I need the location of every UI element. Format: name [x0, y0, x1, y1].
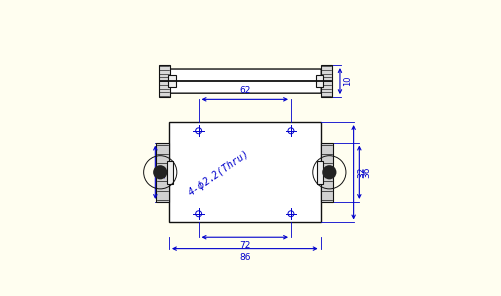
Bar	[316, 75, 324, 87]
Text: 32: 32	[357, 167, 366, 178]
Text: 29: 29	[159, 167, 168, 178]
Bar	[156, 143, 169, 202]
Text: 62: 62	[239, 86, 250, 95]
Text: 72: 72	[239, 241, 250, 250]
FancyBboxPatch shape	[169, 69, 321, 93]
Text: 86: 86	[239, 253, 250, 262]
Circle shape	[322, 165, 337, 179]
Text: 4-$\phi$2.2(Thru): 4-$\phi$2.2(Thru)	[185, 147, 251, 200]
Bar	[321, 143, 333, 202]
Bar	[168, 75, 176, 87]
Text: 10: 10	[343, 76, 352, 86]
Circle shape	[153, 165, 167, 179]
Bar	[317, 161, 323, 184]
Bar	[321, 65, 332, 97]
Bar	[169, 122, 321, 222]
Bar	[159, 65, 170, 97]
Bar	[166, 161, 172, 184]
Text: 36: 36	[363, 167, 372, 178]
